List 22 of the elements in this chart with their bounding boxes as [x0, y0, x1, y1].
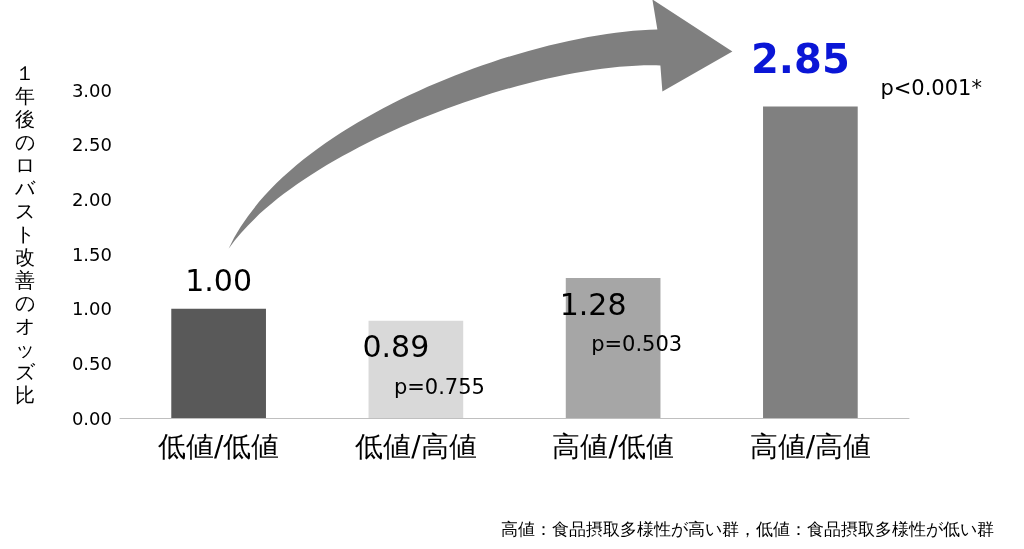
- y-tick-label: 2.00: [71, 188, 112, 210]
- data-label: 2.85: [751, 36, 850, 83]
- bar: [763, 106, 858, 418]
- y-tick-label: 0.50: [71, 352, 112, 374]
- bar: [171, 308, 266, 418]
- x-tick-label: 高値/高値: [749, 429, 872, 463]
- x-tick-label: 低値/低値: [157, 429, 280, 463]
- y-tick-label: 2.50: [71, 134, 112, 156]
- text: １年後のロバスト改善のオッズ比: [15, 61, 35, 407]
- y-tick-label: 1.50: [71, 243, 112, 265]
- annotation: p=0.755: [393, 374, 485, 399]
- data-label: 1.00: [185, 263, 253, 299]
- x-tick-label: 低値/高値: [355, 429, 477, 463]
- annotation: p=0.503: [591, 332, 683, 357]
- data-label: 0.89: [362, 329, 430, 365]
- y-tick-label: 3.00: [71, 79, 112, 101]
- data-label: 1.28: [559, 286, 627, 322]
- y-tick-label: 0.00: [71, 407, 112, 429]
- x-tick-label: 高値/低値: [552, 429, 674, 463]
- text: 高値：食品摂取多様性が高い群，低値：食品摂取多様性が低い群: [501, 518, 994, 539]
- annotation: p<0.001*: [880, 76, 982, 101]
- y-tick-label: 1.00: [71, 298, 112, 320]
